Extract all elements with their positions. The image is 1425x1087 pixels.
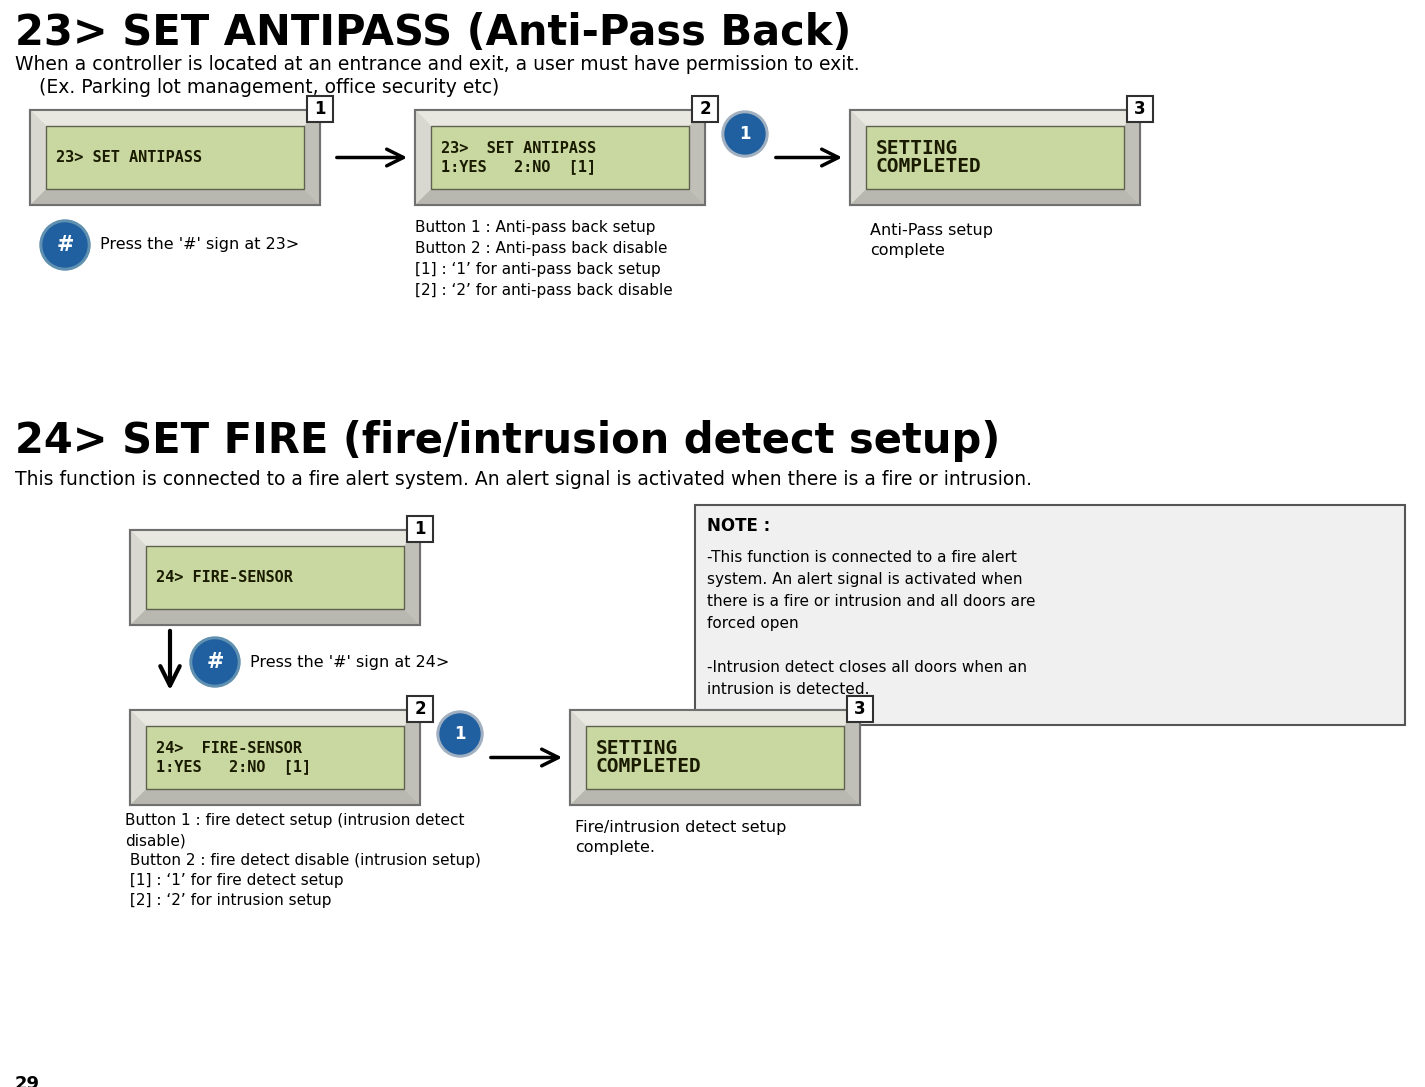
Text: complete.: complete. [576, 840, 656, 855]
Text: Anti-Pass setup: Anti-Pass setup [871, 223, 993, 238]
Text: 1: 1 [315, 100, 326, 118]
Text: Press the '#' sign at 23>: Press the '#' sign at 23> [100, 237, 299, 252]
FancyBboxPatch shape [46, 126, 304, 189]
Text: This function is connected to a fire alert system. An alert signal is activated : This function is connected to a fire ale… [16, 470, 1032, 489]
Polygon shape [130, 609, 420, 625]
Text: SETTING: SETTING [876, 138, 958, 158]
Circle shape [440, 714, 480, 754]
Text: 24>  FIRE-SENSOR: 24> FIRE-SENSOR [155, 740, 302, 755]
FancyBboxPatch shape [145, 546, 405, 609]
FancyBboxPatch shape [866, 126, 1124, 189]
Text: (Ex. Parking lot management, office security etc): (Ex. Parking lot management, office secu… [16, 78, 499, 97]
Polygon shape [130, 530, 145, 625]
FancyBboxPatch shape [306, 96, 333, 122]
Text: #: # [207, 652, 224, 672]
Polygon shape [690, 110, 705, 205]
Polygon shape [849, 110, 1140, 126]
Polygon shape [304, 110, 321, 205]
Polygon shape [570, 710, 861, 726]
Polygon shape [405, 530, 420, 625]
FancyBboxPatch shape [849, 110, 1140, 205]
Polygon shape [570, 710, 586, 805]
Text: intrusion is detected.: intrusion is detected. [707, 682, 869, 697]
Text: COMPLETED: COMPLETED [876, 158, 982, 176]
Text: 1: 1 [740, 125, 751, 143]
FancyBboxPatch shape [415, 110, 705, 205]
Text: 29: 29 [16, 1075, 40, 1087]
FancyBboxPatch shape [1127, 96, 1153, 122]
Text: 2: 2 [415, 700, 426, 719]
Text: Press the '#' sign at 24>: Press the '#' sign at 24> [249, 654, 449, 670]
Text: NOTE :: NOTE : [707, 517, 771, 535]
Text: When a controller is located at an entrance and exit, a user must have permissio: When a controller is located at an entra… [16, 55, 859, 74]
Polygon shape [849, 189, 1140, 205]
Text: [1] : ‘1’ for anti-pass back setup: [1] : ‘1’ for anti-pass back setup [415, 262, 661, 277]
Text: Button 2 : Anti-pass back disable: Button 2 : Anti-pass back disable [415, 241, 667, 257]
Polygon shape [844, 710, 861, 805]
Polygon shape [1124, 110, 1140, 205]
Circle shape [722, 111, 768, 157]
Text: 2: 2 [700, 100, 711, 118]
Polygon shape [415, 110, 705, 126]
Text: 1:YES   2:NO  [1]: 1:YES 2:NO [1] [155, 760, 311, 774]
FancyBboxPatch shape [586, 726, 844, 789]
Polygon shape [130, 530, 420, 546]
FancyBboxPatch shape [570, 710, 861, 805]
Text: COMPLETED: COMPLETED [596, 758, 701, 776]
Text: there is a fire or intrusion and all doors are: there is a fire or intrusion and all doo… [707, 594, 1036, 609]
Polygon shape [405, 710, 420, 805]
FancyBboxPatch shape [408, 696, 433, 722]
Text: 1: 1 [415, 520, 426, 538]
Circle shape [725, 114, 765, 154]
Text: Button 1 : fire detect setup (intrusion detect: Button 1 : fire detect setup (intrusion … [125, 813, 465, 828]
Polygon shape [30, 110, 46, 205]
Circle shape [190, 637, 239, 687]
Polygon shape [130, 789, 420, 805]
Text: disable): disable) [125, 833, 185, 848]
Polygon shape [849, 110, 866, 205]
FancyBboxPatch shape [130, 530, 420, 625]
Text: 3: 3 [1134, 100, 1146, 118]
Circle shape [43, 223, 87, 267]
Text: 23>  SET ANTIPASS: 23> SET ANTIPASS [440, 140, 596, 155]
FancyBboxPatch shape [408, 516, 433, 542]
Text: forced open: forced open [707, 616, 798, 630]
Circle shape [40, 220, 90, 270]
Text: 24> SET FIRE (fire/intrusion detect setup): 24> SET FIRE (fire/intrusion detect setu… [16, 420, 1000, 462]
Circle shape [437, 711, 483, 757]
Text: complete: complete [871, 243, 945, 258]
Text: Fire/intrusion detect setup: Fire/intrusion detect setup [576, 820, 787, 835]
Text: [2] : ‘2’ for anti-pass back disable: [2] : ‘2’ for anti-pass back disable [415, 283, 673, 298]
Text: 24> FIRE-SENSOR: 24> FIRE-SENSOR [155, 570, 294, 585]
FancyBboxPatch shape [695, 505, 1405, 725]
Text: 1: 1 [455, 725, 466, 744]
FancyBboxPatch shape [846, 696, 874, 722]
Text: Button 2 : fire detect disable (intrusion setup): Button 2 : fire detect disable (intrusio… [125, 853, 480, 869]
Polygon shape [415, 110, 430, 205]
Polygon shape [30, 110, 321, 126]
Polygon shape [130, 710, 420, 726]
Text: 23> SET ANTIPASS (Anti-Pass Back): 23> SET ANTIPASS (Anti-Pass Back) [16, 12, 851, 54]
Circle shape [192, 640, 237, 684]
Text: 3: 3 [854, 700, 866, 719]
FancyBboxPatch shape [145, 726, 405, 789]
Polygon shape [415, 189, 705, 205]
Text: -This function is connected to a fire alert: -This function is connected to a fire al… [707, 550, 1017, 565]
Text: 23> SET ANTIPASS: 23> SET ANTIPASS [56, 150, 202, 165]
Text: 1:YES   2:NO  [1]: 1:YES 2:NO [1] [440, 160, 596, 174]
Text: system. An alert signal is activated when: system. An alert signal is activated whe… [707, 572, 1023, 587]
Polygon shape [30, 189, 321, 205]
Polygon shape [130, 710, 145, 805]
FancyBboxPatch shape [130, 710, 420, 805]
Polygon shape [570, 789, 861, 805]
Text: [2] : ‘2’ for intrusion setup: [2] : ‘2’ for intrusion setup [125, 894, 332, 908]
Text: SETTING: SETTING [596, 738, 678, 758]
Text: Button 1 : Anti-pass back setup: Button 1 : Anti-pass back setup [415, 220, 656, 235]
FancyBboxPatch shape [430, 126, 690, 189]
FancyBboxPatch shape [693, 96, 718, 122]
Text: -Intrusion detect closes all doors when an: -Intrusion detect closes all doors when … [707, 660, 1027, 675]
Text: #: # [57, 235, 74, 255]
Text: [1] : ‘1’ for fire detect setup: [1] : ‘1’ for fire detect setup [125, 873, 343, 888]
FancyBboxPatch shape [30, 110, 321, 205]
